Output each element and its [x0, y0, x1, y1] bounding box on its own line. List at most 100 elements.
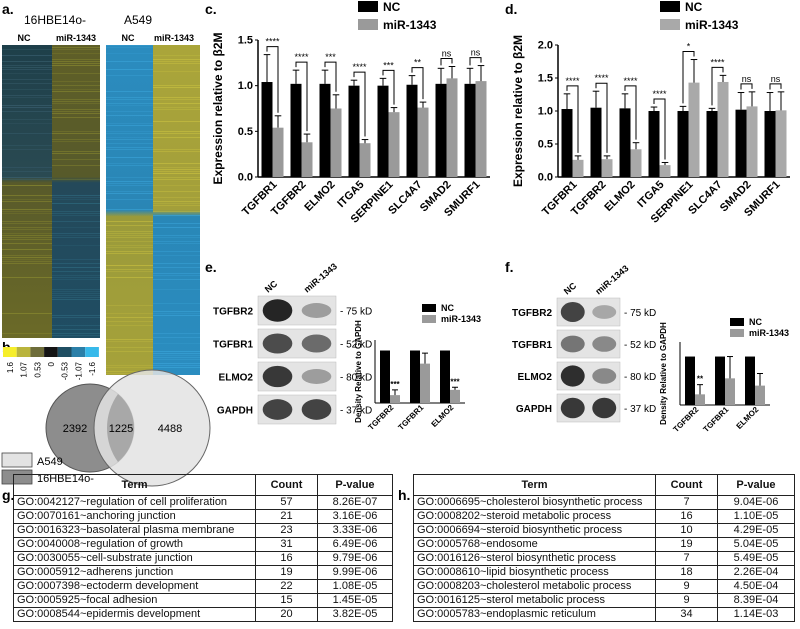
heatmap-stripe	[2, 185, 52, 186]
y-tick-label: 1.0	[538, 106, 553, 118]
bar-tgfbr2-nc	[290, 83, 302, 177]
table-h-header-pvalue: P-value	[717, 474, 795, 496]
pvalue-cell: 2.26E-04	[717, 565, 795, 580]
x-tick-label-elmo2: ELMO2	[735, 405, 761, 431]
legend-label-mir: miR-1343	[441, 314, 481, 324]
bar-tgfbr1-nc	[410, 350, 420, 403]
term-cell: GO:0040008~regulation of growth	[13, 537, 256, 552]
heatmap-stripe	[153, 167, 200, 168]
heatmap-stripe	[153, 197, 200, 198]
heatmap-stripe	[2, 201, 52, 202]
heatmap-stripe	[2, 123, 52, 124]
significance-bracket	[266, 46, 279, 113]
heatmap-stripe	[106, 271, 153, 272]
heatmap-stripe	[52, 165, 100, 166]
heatmap-stripe	[153, 121, 200, 122]
heatmap-stripe	[2, 255, 52, 256]
bar-tgfbr2-mir	[301, 142, 313, 177]
heatmap-stripe	[106, 47, 153, 48]
pvalue-cell: 9.99E-06	[317, 565, 393, 580]
bar-chart-c: 0.0 0.5 1.0 1.5 Expression relative to β2M **…	[211, 0, 490, 226]
heatmap-stripe	[2, 257, 52, 258]
heatmap-stripe	[52, 99, 100, 100]
heatmap-stripe	[52, 221, 100, 222]
heatmap-stripe	[2, 263, 52, 264]
significance-label: ****	[294, 52, 309, 62]
heatmap-stripe	[153, 343, 200, 344]
heatmap-stripe	[106, 277, 153, 278]
heatmap-stripe	[52, 275, 100, 276]
y-axis-label: Density Relative to GAPDH	[354, 320, 363, 423]
bar-tgfbr2-mir	[695, 394, 705, 405]
heatmap-stripe	[153, 365, 200, 366]
heatmap-stripe	[153, 99, 200, 100]
heatmap-left-nc-column	[2, 45, 52, 338]
bar-smurf1-mir	[475, 81, 487, 177]
heatmap-stripe	[52, 329, 100, 330]
heatmap-stripe	[153, 173, 200, 174]
heatmap-stripe	[52, 297, 100, 298]
legend-swatch-mir	[358, 19, 378, 30]
bar-slc4a7-mir	[417, 107, 429, 177]
term-cell: GO:0030055~cell-substrate junction	[13, 551, 256, 566]
heatmap-stripe	[2, 195, 52, 196]
y-tick-label: 0.0	[538, 172, 553, 184]
table-row: GO:0040008~regulation of growth 31 6.49E-0…	[13, 537, 393, 552]
blot-row-label-gapdh: GAPDH	[217, 406, 253, 417]
heatmap-stripe	[52, 117, 100, 118]
heatmap-stripe	[106, 365, 153, 366]
heatmap-stripe	[2, 67, 52, 68]
table-row: GO:0007398~ectoderm development 22 1.08E-0…	[13, 579, 393, 594]
bar-slc4a7-nc	[406, 84, 418, 177]
scale-tick-label: 0.53	[33, 361, 42, 377]
heatmap-stripe	[153, 223, 200, 224]
venn-right-count: 4488	[158, 423, 182, 435]
count-cell: 19	[655, 537, 718, 552]
bar-tgfbr1-mir	[572, 159, 584, 177]
significance-bracket	[769, 83, 782, 90]
heatmap-stripe	[52, 195, 100, 196]
heatmap-stripe	[52, 235, 100, 236]
heatmap-stripe	[106, 209, 153, 210]
significance-label: ns	[442, 48, 452, 58]
significance-bracket	[411, 67, 424, 100]
heatmap-stripe	[106, 157, 153, 158]
venn-legend-label-a549: A549	[37, 456, 63, 468]
blot-band	[560, 397, 585, 419]
bar-elmo2-mir	[630, 149, 642, 177]
heatmap-stripe	[106, 351, 153, 352]
y-axis-label: Expression relative to β2M	[211, 32, 225, 184]
heatmap-stripe	[153, 201, 200, 202]
blot-kd-label: - 75 kD	[340, 307, 372, 318]
pvalue-cell: 9.79E-06	[317, 551, 393, 566]
blot-row-label-tgfbr2: TGFBR2	[512, 308, 552, 319]
legend-swatch-nc	[358, 1, 378, 12]
scale-tick-label: -0.53	[61, 361, 70, 380]
y-axis-label: Density Relative to GAPDH	[659, 322, 668, 425]
heatmap-stripe	[2, 227, 52, 228]
heatmap-stripe	[153, 237, 200, 238]
bar-chart-d: 0.0 0.5 1.0 1.5 2.0 Expression relative to β2…	[511, 0, 790, 226]
heatmap-stripe	[153, 303, 200, 304]
scale-swatch	[57, 347, 72, 357]
table-g-header-count: Count	[255, 474, 318, 496]
scale-swatch	[16, 347, 31, 357]
x-tick-label-elmo2: ELMO2	[302, 179, 337, 214]
heatmap-stripe	[153, 359, 200, 360]
bar-tgfbr2-nc	[380, 350, 390, 403]
heatmap-stripe	[52, 295, 100, 296]
heatmap-stripe	[106, 191, 153, 192]
heatmap-stripe	[52, 53, 100, 54]
heatmap-stripe	[52, 85, 100, 86]
y-tick-label: 1.0	[238, 80, 253, 92]
heatmap-stripe	[106, 269, 153, 270]
heatmap-stripe	[52, 179, 100, 180]
heatmap-right-title: A549	[124, 13, 152, 27]
bar-elmo2-nc	[745, 356, 755, 405]
significance-bracket	[295, 61, 308, 132]
heatmap-stripe	[153, 367, 200, 368]
heatmap-stripe	[52, 73, 100, 74]
heatmap-stripe	[52, 109, 100, 110]
heatmap-stripe	[2, 211, 52, 212]
bar-tgfbr2-mir	[390, 395, 400, 403]
